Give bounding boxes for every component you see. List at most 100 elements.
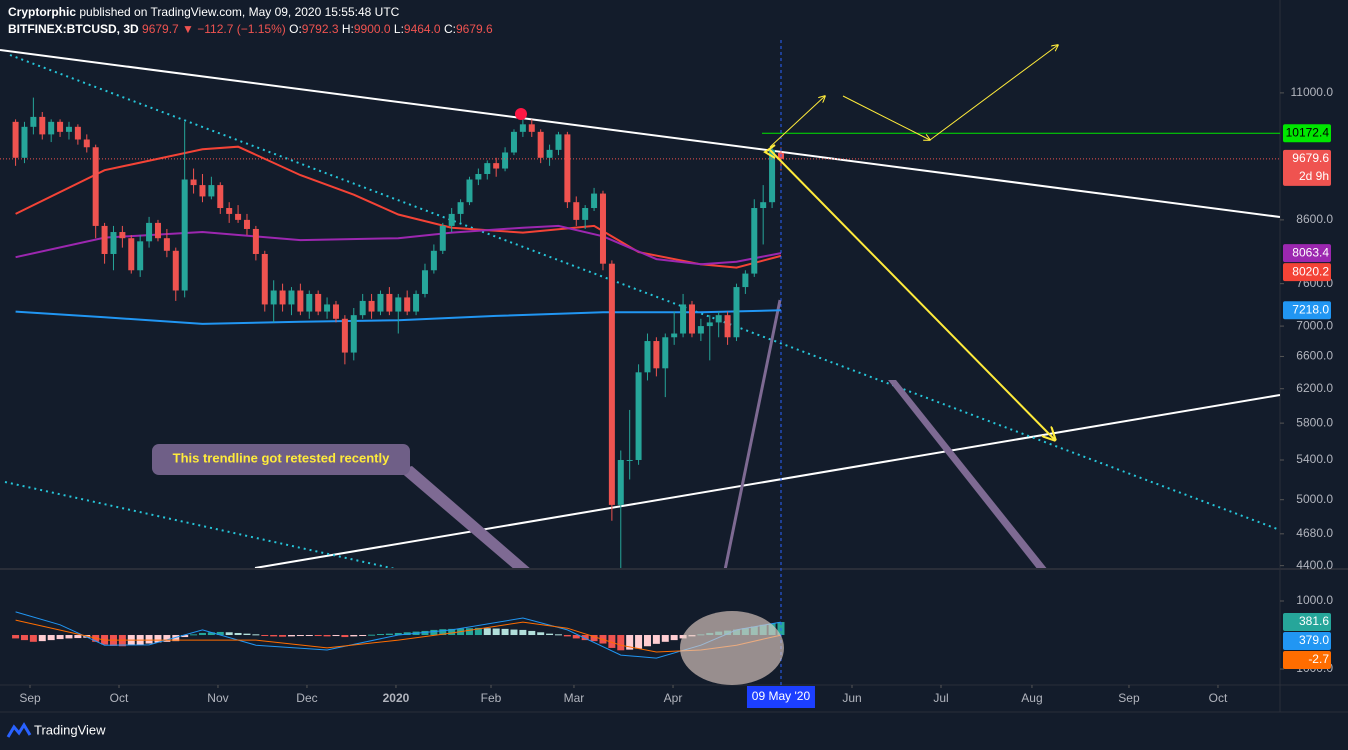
macd-histogram-bar (528, 630, 536, 636)
macd-histogram-bar (643, 635, 651, 647)
y-tick-label: 4680.0 (1296, 526, 1333, 540)
macd-histogram-bar (359, 635, 367, 637)
candle-body (457, 202, 464, 214)
macd-histogram-bar (519, 629, 527, 636)
macd-histogram-bar (65, 635, 73, 639)
arrow-head (763, 144, 776, 159)
author: Cryptorphic (8, 5, 76, 19)
macd-histogram-bar (572, 635, 580, 639)
candle-body (724, 315, 731, 338)
macd-histogram-bar (510, 629, 518, 636)
candle-body (644, 341, 651, 373)
x-tick-label: Jul (933, 691, 948, 705)
histogram-badge (1283, 613, 1331, 632)
x-tick-label: Oct (1209, 691, 1228, 705)
candle-body (510, 131, 517, 153)
trendline (0, 49, 1280, 218)
candle-body (537, 131, 544, 158)
y-tick-label: 5000.0 (1296, 492, 1333, 506)
macd-histogram-bar (590, 635, 598, 642)
y-tick-label: 7000.0 (1296, 318, 1333, 332)
candle-body (475, 173, 482, 180)
candle-body (377, 293, 384, 312)
candle-body (439, 225, 446, 251)
macd-histogram-bar (546, 633, 554, 636)
candle-body (279, 290, 286, 305)
x-tick-label: Jun (842, 691, 861, 705)
ohlc-key: H: (342, 22, 354, 36)
change: 9679.7 ▼ −112.7 (−1.15%) (142, 22, 286, 36)
macd-histogram-bar (154, 635, 162, 643)
cursor-date-badge (746, 686, 815, 708)
axes: 11000.08600.07600.07000.06600.06200.0580… (19, 85, 1333, 708)
macd-histogram-bar (608, 635, 616, 648)
level-badge-text: 10172.4 (1286, 125, 1330, 139)
last-price-badge-text: 9679.6 (1292, 151, 1329, 165)
candle-body (430, 250, 437, 271)
ohlc-value: 9679.6 (456, 22, 493, 36)
candle-body (21, 126, 28, 158)
macd-histogram-bar (172, 635, 180, 642)
callout-pointer (398, 466, 530, 568)
macd-histogram-bar (296, 635, 304, 637)
macd-histogram-bar (198, 632, 206, 636)
macd-histogram-bar (635, 635, 643, 649)
y-tick-label: 6600.0 (1296, 349, 1333, 363)
x-tick-label: Feb (481, 691, 502, 705)
macd-histogram-bar (341, 635, 349, 638)
y-tick-label: 6200.0 (1296, 381, 1333, 395)
candle-body (715, 315, 722, 323)
macd-histogram-bar (483, 628, 491, 636)
macd-histogram-bar (394, 632, 402, 636)
candle-body (608, 263, 615, 505)
trendline-dotted (9, 54, 1280, 531)
candle-body (137, 241, 144, 271)
macd-badge (1283, 651, 1331, 670)
macd-tick-label: 1000.0 (1296, 593, 1333, 607)
macd-histogram-bar (243, 633, 251, 636)
candle-body (688, 304, 695, 334)
candle-body (324, 304, 331, 312)
candle-body (493, 163, 500, 169)
candle-body (519, 124, 526, 132)
macd-histogram-bar (492, 628, 500, 636)
candle-body (680, 304, 687, 334)
candle-body (306, 293, 313, 312)
candle-body (217, 185, 224, 209)
candle-body (368, 300, 375, 312)
macd-histogram-bar (448, 628, 456, 636)
macd-histogram-bar (29, 635, 37, 642)
candle-body (92, 147, 99, 226)
y-tick-label: 4400.0 (1296, 558, 1333, 572)
ohlc-key: L: (394, 22, 404, 36)
macd-histogram-bar (279, 635, 287, 637)
candle-body (226, 208, 233, 214)
macd-histogram-bar (305, 635, 313, 637)
candle-body (261, 253, 268, 305)
candle-body (466, 179, 473, 203)
arrow (769, 96, 825, 148)
last-price-badge (1283, 149, 1331, 186)
footer-brand: TradingView (34, 722, 106, 737)
x-tick-label: Mar (564, 691, 585, 705)
candle-body (297, 290, 304, 312)
candle-body (599, 193, 606, 264)
macd-histogram-bar (216, 631, 224, 636)
footer-logo (6, 722, 32, 738)
macd-histogram-bar (145, 635, 153, 644)
macd-histogram-bar (234, 632, 242, 636)
drawings: This trendline got retested recently (152, 40, 1058, 685)
macd-histogram-bar (252, 634, 260, 636)
macd-histogram-bar (332, 635, 340, 637)
peak-marker (515, 108, 527, 120)
callout-box (152, 444, 410, 475)
callout-text: This trendline got retested recently (173, 450, 390, 465)
candle-body (270, 290, 277, 305)
candle-body (662, 337, 669, 369)
candle-body (733, 287, 740, 338)
candle-body (208, 185, 215, 197)
level-badge (1283, 124, 1331, 143)
candle-body (448, 213, 455, 226)
symbol: BITFINEX:BTCUSD, 3D (8, 22, 139, 36)
macd-badge (1283, 632, 1331, 651)
